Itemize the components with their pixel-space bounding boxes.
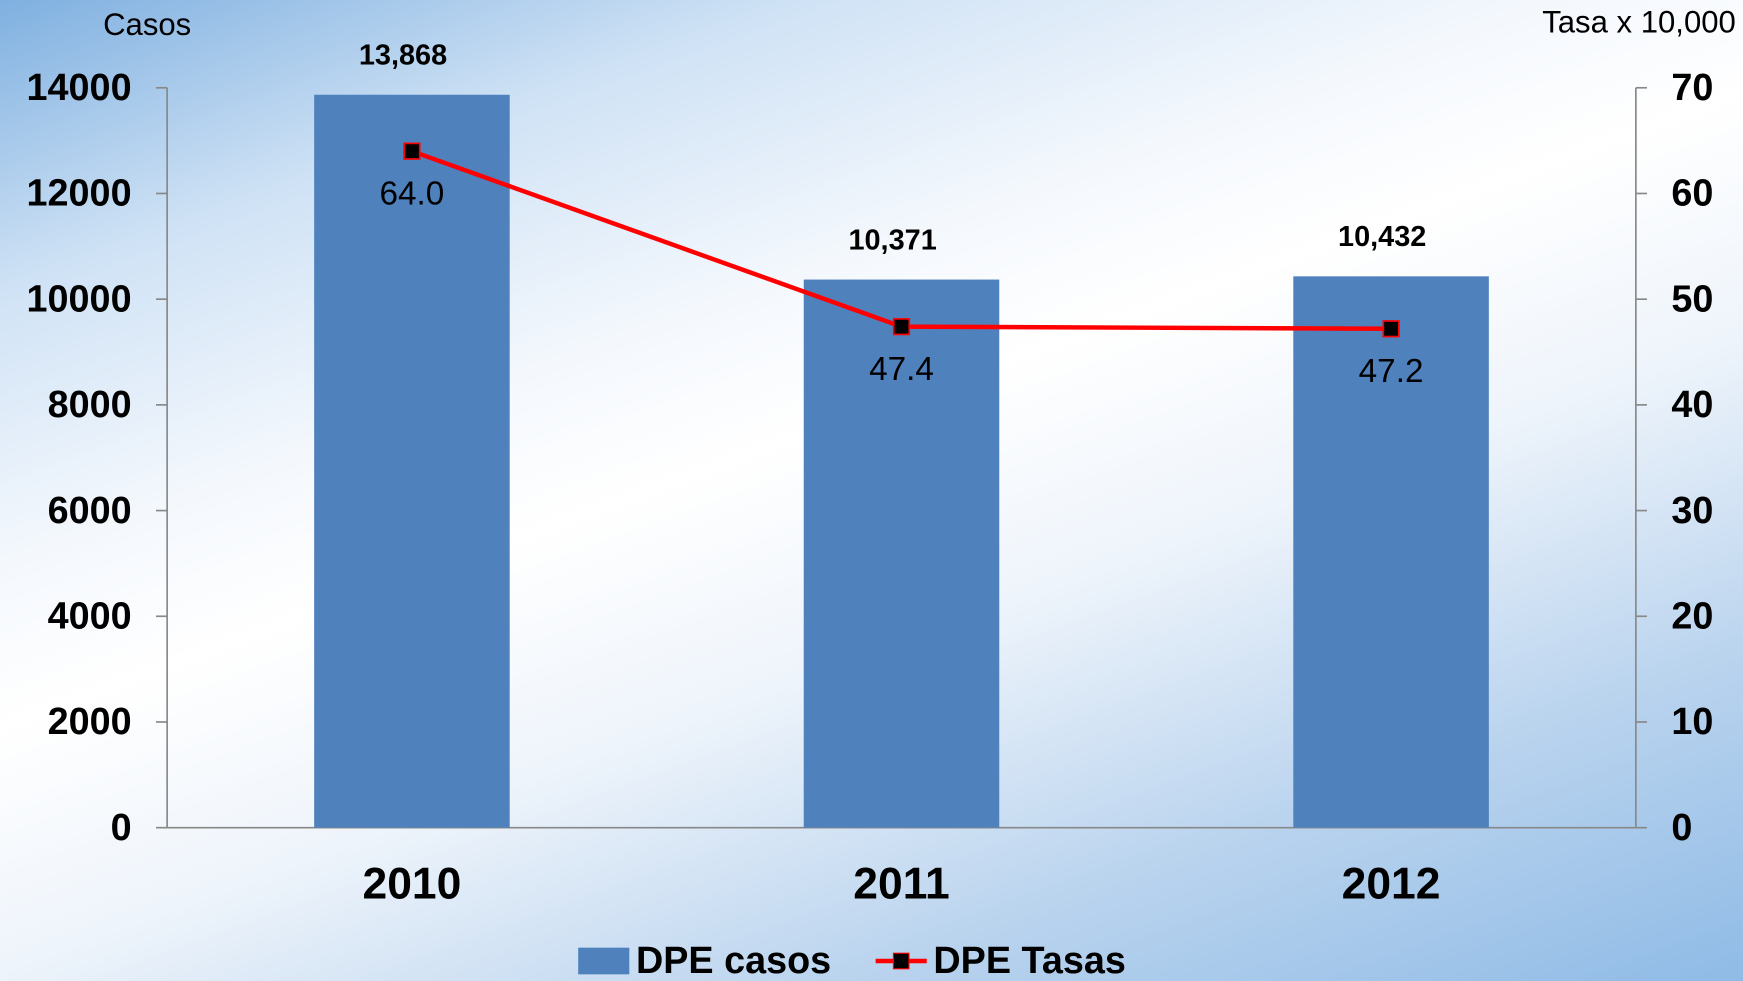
y-tick-label: 8000 <box>48 384 132 426</box>
y-tick-label: 14000 <box>27 67 132 109</box>
y2-axis-title: Tasa x 10,000 <box>1542 5 1736 40</box>
line-value-label: 47.2 <box>1359 353 1424 390</box>
y-axis-title: Casos <box>103 7 191 42</box>
y2-tick-label: 60 <box>1671 173 1713 215</box>
y2-tick-label: 0 <box>1671 807 1692 849</box>
y-tick-label: 10000 <box>27 278 132 320</box>
y2-tick-label: 20 <box>1671 595 1713 637</box>
legend-marker <box>892 952 910 970</box>
bar <box>803 279 1000 828</box>
line-value-label: 47.4 <box>869 351 934 388</box>
y2-tick-label: 30 <box>1671 490 1713 532</box>
line-marker <box>892 318 911 336</box>
y-tick-label: 0 <box>111 807 132 849</box>
y-tick-label: 12000 <box>27 173 132 215</box>
line-marker <box>1382 320 1400 338</box>
x-tick-label: 2010 <box>363 859 462 908</box>
line-value-label: 64.0 <box>380 175 445 212</box>
y2-tick-label: 40 <box>1671 384 1713 426</box>
legend-swatch <box>578 947 630 975</box>
bar <box>314 94 510 828</box>
x-tick-label: 2012 <box>1342 859 1441 908</box>
y2-tick-label: 70 <box>1671 67 1713 109</box>
y-tick-label: 6000 <box>48 490 132 532</box>
y2-tick-label: 10 <box>1671 701 1713 743</box>
bar-value-label: 10,432 <box>1338 221 1426 253</box>
legend-label: DPE Tasas <box>933 940 1125 981</box>
bar-value-label: 13,868 <box>359 40 447 72</box>
line-marker <box>403 142 421 160</box>
y2-tick-label: 50 <box>1671 278 1713 320</box>
legend-label: DPE casos <box>636 940 831 981</box>
bar <box>1293 276 1489 828</box>
y-tick-label: 2000 <box>48 701 132 743</box>
x-tick-label: 2011 <box>853 859 949 908</box>
bar-value-label: 10,371 <box>848 224 936 256</box>
y-tick-label: 4000 <box>48 595 132 637</box>
